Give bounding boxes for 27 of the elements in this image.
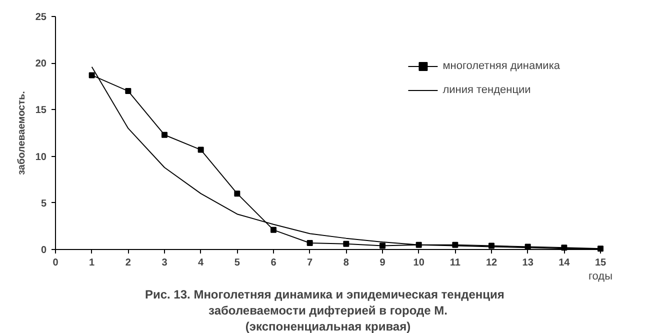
x-tick-label: 8 (343, 258, 350, 268)
x-tick-label: 11 (450, 258, 461, 268)
x-axis-title: годы (588, 270, 613, 282)
x-tick-label: 15 (594, 258, 606, 268)
x-tick-label: 3 (162, 258, 168, 268)
y-tick-label: 0 (40, 245, 47, 256)
x-tick-label: 5 (234, 258, 240, 268)
x-tick-label: 2 (125, 258, 132, 268)
y-tick-label: 15 (35, 105, 47, 116)
y-axis-title: заболеваемость. (16, 90, 28, 175)
x-tick-label: 12 (486, 258, 498, 268)
x-tick-label: 0 (52, 258, 59, 268)
x-tick-label: 7 (307, 258, 314, 268)
y-tick-label: 10 (35, 152, 47, 163)
y-tick-label: 5 (40, 198, 47, 210)
x-tick-label: 13 (522, 258, 534, 268)
x-tick-label: 9 (380, 258, 386, 268)
x-tick-label: 14 (558, 258, 570, 268)
x-tick-label: 4 (198, 258, 204, 268)
y-tick-label: 20 (35, 58, 47, 70)
x-tick-label: 1 (89, 258, 96, 268)
x-tick-label: 6 (270, 258, 277, 268)
legend-label: линия тенденции (442, 84, 531, 96)
y-tick-label: 25 (35, 12, 47, 23)
x-tick-label: 10 (413, 258, 425, 268)
text: Рис. 13. Многолетняя динамика и эпидемическая тенденция заболеваемости дифтерией в городе М. (экспоненциальная кривая) (144, 288, 504, 333)
legend-label: многолетняя динамика (442, 60, 560, 72)
